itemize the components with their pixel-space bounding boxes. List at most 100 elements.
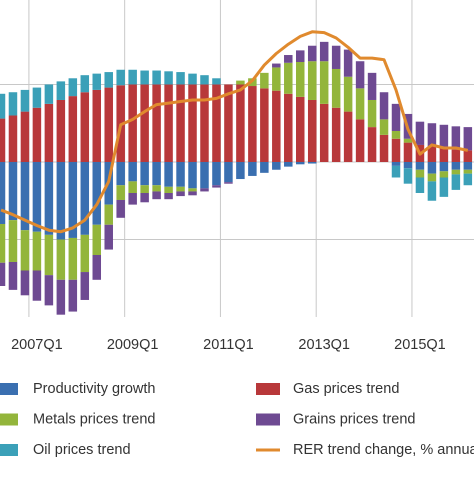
bar <box>427 123 437 147</box>
bar <box>403 161 413 169</box>
bar <box>176 191 185 197</box>
legend-label: Oil prices trend <box>33 442 131 458</box>
bar <box>56 239 66 280</box>
bar <box>451 174 461 190</box>
bar <box>164 186 173 193</box>
bar <box>307 61 317 100</box>
bar <box>68 237 78 280</box>
bar <box>343 76 353 112</box>
bar <box>164 84 173 162</box>
bar <box>32 107 42 162</box>
bar <box>284 161 293 167</box>
bar <box>451 149 461 162</box>
bar <box>116 199 125 218</box>
bar <box>307 161 317 164</box>
bar <box>212 78 221 85</box>
bar <box>439 161 449 172</box>
bar <box>20 230 30 271</box>
bar <box>331 107 341 162</box>
bar <box>379 134 389 162</box>
bar <box>188 161 197 189</box>
bar <box>415 177 425 193</box>
bar <box>188 191 197 196</box>
x-tick-label: 2015Q1 <box>394 337 446 353</box>
bar <box>32 161 42 232</box>
bar <box>152 70 161 85</box>
bar <box>427 161 437 174</box>
bar <box>296 161 305 165</box>
bar <box>68 161 78 238</box>
bar <box>128 181 137 193</box>
bar <box>32 87 42 108</box>
bar <box>152 185 161 192</box>
bar <box>439 177 449 197</box>
bar <box>200 161 209 189</box>
bar <box>8 115 18 162</box>
bar <box>284 62 293 94</box>
bar <box>307 45 317 62</box>
bar <box>176 186 185 192</box>
bar <box>427 173 437 182</box>
bar <box>415 161 425 170</box>
legend-label: Metals prices trend <box>33 411 156 427</box>
bar <box>140 161 149 186</box>
bar <box>140 192 149 203</box>
legend-swatch <box>0 413 18 426</box>
bar <box>451 169 461 175</box>
bar <box>415 121 425 145</box>
bar <box>284 55 293 63</box>
bar <box>427 146 437 162</box>
x-tick-label: 2009Q1 <box>107 337 159 353</box>
legend-swatch <box>256 383 280 395</box>
bar <box>439 124 449 149</box>
bar <box>272 67 281 91</box>
bar <box>463 150 473 162</box>
legend-label: Gas prices trend <box>293 381 399 397</box>
bar <box>56 81 66 100</box>
bar <box>296 50 305 63</box>
bar <box>379 119 389 135</box>
bar <box>391 138 401 162</box>
bar <box>391 165 401 178</box>
bar <box>0 223 6 263</box>
bar <box>140 84 149 162</box>
bar <box>104 87 113 162</box>
bar <box>272 63 281 68</box>
bar <box>272 161 281 170</box>
bar <box>176 84 185 162</box>
bar <box>343 49 353 77</box>
bar <box>80 92 90 162</box>
bar <box>248 86 257 162</box>
bar <box>367 99 377 128</box>
x-tick-label: 2011Q1 <box>203 337 254 353</box>
bar <box>44 161 54 235</box>
bar <box>128 69 137 85</box>
bar <box>296 62 305 97</box>
bar <box>188 73 197 85</box>
bar <box>92 89 102 162</box>
x-tick-label: 2013Q1 <box>298 337 350 353</box>
bar <box>104 72 113 88</box>
bar <box>367 127 377 162</box>
bar <box>116 161 125 186</box>
legend-label: Grains prices trend <box>293 411 416 427</box>
bar <box>8 261 18 290</box>
bar <box>116 185 125 200</box>
bar <box>116 69 125 86</box>
bar <box>68 78 78 97</box>
bar <box>92 73 102 90</box>
bar <box>343 111 353 162</box>
bar <box>32 231 42 271</box>
bar <box>92 254 102 280</box>
bar <box>140 70 149 85</box>
bar <box>355 119 365 162</box>
bar <box>379 92 389 120</box>
bar <box>44 275 54 306</box>
bar <box>224 161 233 183</box>
bar <box>355 88 365 120</box>
bar <box>56 99 66 162</box>
bar <box>212 185 221 188</box>
bar <box>80 161 90 235</box>
bar <box>451 126 461 150</box>
